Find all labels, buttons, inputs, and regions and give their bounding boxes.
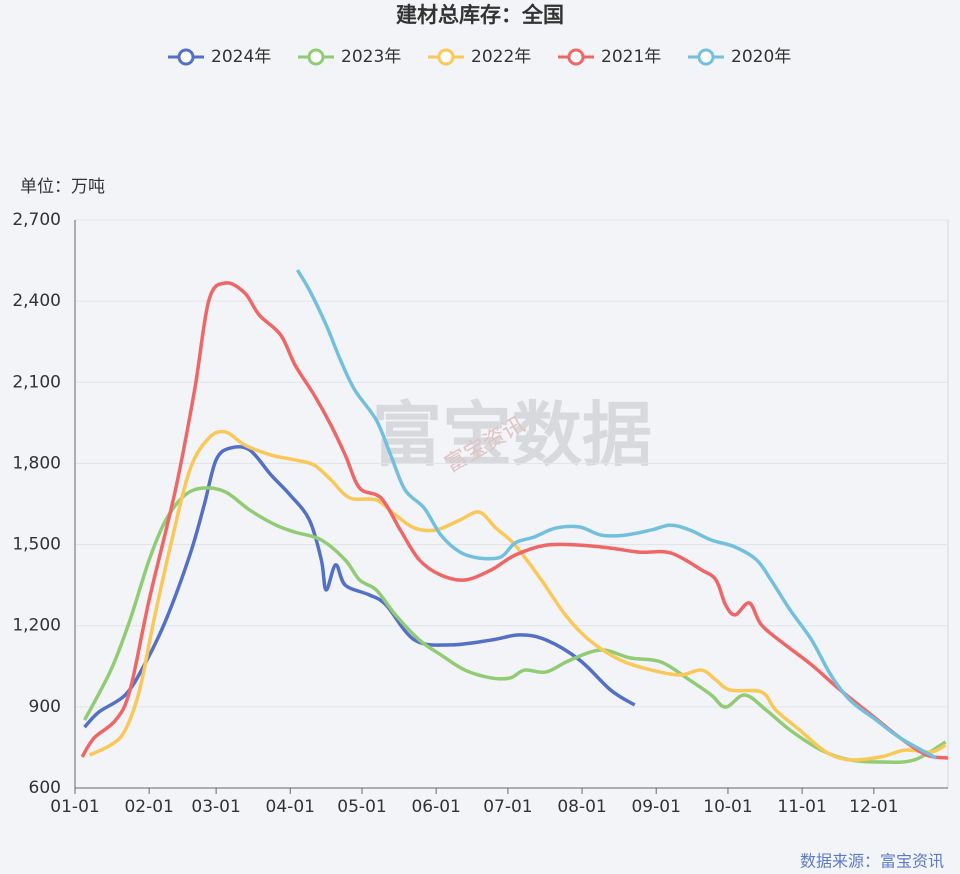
chart-title: 建材总库存：全国 [396, 3, 564, 27]
watermark: 富宝数据 [372, 394, 652, 476]
line [295, 269, 937, 760]
y-tick-label: 2,400 [12, 291, 61, 311]
y-tick-label: 1,500 [12, 535, 61, 555]
legend-marker [307, 48, 325, 66]
legend-label: 2020年 [731, 47, 791, 67]
x-tick-label: 10-01 [703, 797, 752, 817]
x-tick-label: 02-01 [124, 797, 173, 817]
x-tick-label: 09-01 [631, 797, 680, 817]
y-tick-label: 900 [29, 697, 61, 717]
x-tick-label: 01-01 [50, 797, 99, 817]
y-tick-label: 1,200 [12, 616, 61, 636]
legend-marker [567, 48, 585, 66]
x-tick-label: 06-01 [411, 797, 460, 817]
y-tick-label: 2,700 [12, 210, 61, 230]
y-tick-label: 1,800 [12, 453, 61, 473]
legend-label: 2021年 [601, 47, 661, 67]
x-tick-label: 04-01 [266, 797, 315, 817]
x-tick-label: 12-01 [849, 797, 898, 817]
legend-marker [437, 48, 455, 66]
legend-marker [697, 48, 715, 66]
line [83, 486, 947, 764]
x-tick-label: 07-01 [483, 797, 532, 817]
line [88, 429, 947, 762]
legend-label: 2024年 [211, 47, 271, 67]
y-axis-label: 单位：万吨 [20, 177, 105, 197]
x-tick-label: 08-01 [557, 797, 606, 817]
x-tick-label: 11-01 [777, 797, 826, 817]
source: 数据来源：富宝资讯 [800, 852, 944, 871]
legend-label: 2022年 [471, 47, 531, 67]
legend-label: 2023年 [341, 47, 401, 67]
y-tick-label: 2,100 [12, 372, 61, 392]
x-tick-label: 05-01 [337, 797, 386, 817]
x-tick-label: 03-01 [191, 797, 240, 817]
y-tick-label: 600 [29, 778, 61, 798]
line [83, 444, 636, 729]
line [80, 281, 949, 760]
legend-marker [177, 48, 195, 66]
